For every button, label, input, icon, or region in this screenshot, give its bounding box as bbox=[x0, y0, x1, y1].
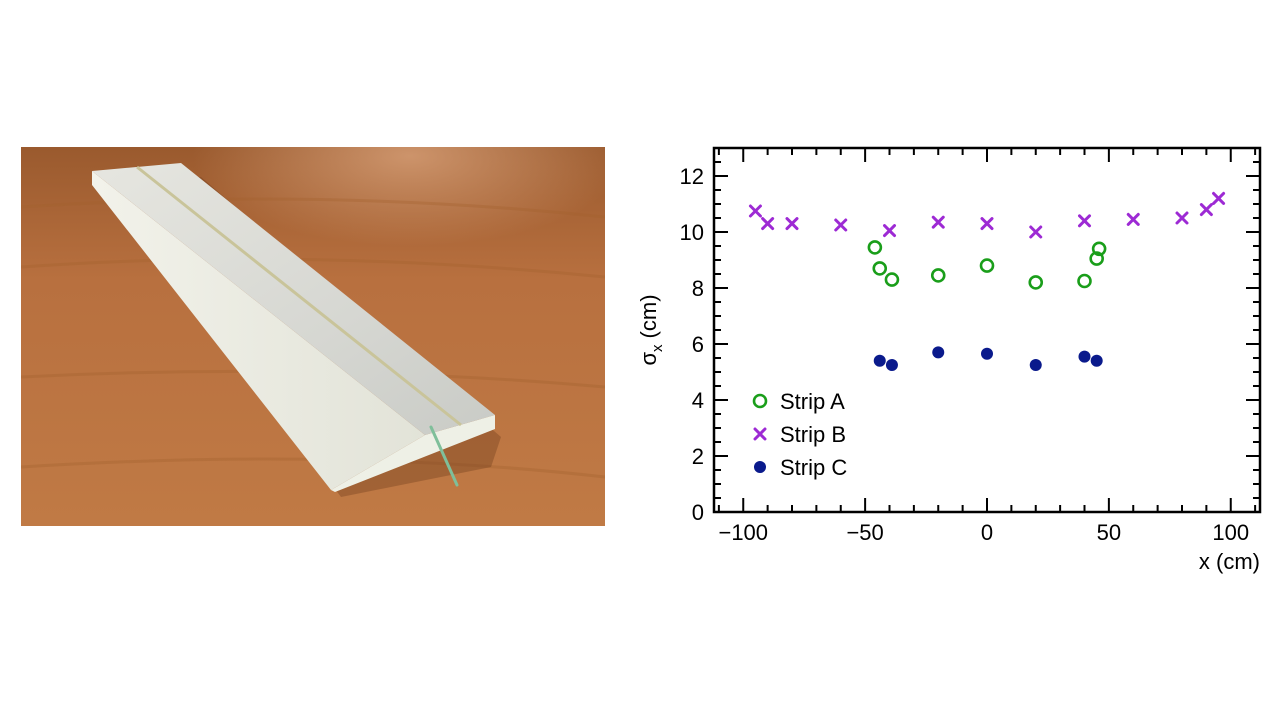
data-point-strip-a bbox=[1089, 251, 1104, 266]
wood-grain bbox=[21, 197, 605, 479]
data-point-strip-b bbox=[980, 217, 994, 231]
axis-ticks bbox=[714, 147, 1260, 513]
x-tick-label: −100 bbox=[718, 520, 768, 545]
strip-top-face bbox=[92, 163, 495, 435]
y-tick-label: 12 bbox=[680, 164, 704, 189]
data-point-strip-b bbox=[931, 215, 945, 229]
scintillator-photo-drawing bbox=[21, 147, 605, 526]
data-point-strip-a bbox=[1028, 275, 1044, 290]
data-point-strip-b bbox=[1175, 211, 1189, 225]
chart-panel: −100 −50 0 50 100 0 2 4 6 8 10 12 x (cm) σx (cm) Str… bbox=[620, 130, 1280, 590]
data-point-strip-b bbox=[1199, 203, 1213, 217]
x-tick-label: 0 bbox=[981, 520, 993, 545]
wavelength-shifting-fiber bbox=[429, 425, 459, 487]
y-tick-label: 4 bbox=[692, 388, 704, 413]
y-axis-label-subscript: x bbox=[649, 344, 666, 352]
y-tick-label: 2 bbox=[692, 444, 704, 469]
data-point-strip-a bbox=[867, 240, 883, 255]
data-point-strip-b bbox=[1126, 212, 1140, 226]
data-point-strip-a bbox=[979, 258, 995, 273]
data-point-strip-b bbox=[748, 204, 762, 218]
data-point-strip-b bbox=[785, 217, 799, 231]
y-axis-label-symbol: σ bbox=[636, 352, 661, 366]
sigma-x-chart: −100 −50 0 50 100 0 2 4 6 8 10 12 x (cm) σx (cm) Str… bbox=[636, 146, 1262, 574]
y-tick-label: 8 bbox=[692, 276, 704, 301]
data-point-strip-c bbox=[1090, 354, 1103, 367]
fiber-groove bbox=[136, 165, 462, 427]
y-tick-label: 0 bbox=[692, 500, 704, 525]
strip-end-face bbox=[331, 415, 495, 492]
data-markers bbox=[748, 191, 1226, 371]
data-point-strip-b bbox=[1078, 214, 1091, 228]
data-point-strip-a bbox=[884, 272, 900, 287]
y-tick-label: 6 bbox=[692, 332, 704, 357]
data-point-strip-b bbox=[1212, 191, 1226, 205]
data-point-strip-b bbox=[1029, 225, 1043, 239]
data-point-strip-c bbox=[873, 354, 886, 367]
legend-marker-strip-c bbox=[754, 461, 766, 473]
data-point-strip-a bbox=[1091, 241, 1107, 257]
data-point-strip-b bbox=[883, 224, 896, 238]
legend-label-strip-c: Strip C bbox=[780, 455, 847, 480]
y-tick-label: 10 bbox=[680, 220, 704, 245]
x-tick-label: 100 bbox=[1212, 520, 1249, 545]
data-point-strip-c bbox=[1029, 359, 1042, 371]
data-point-strip-a bbox=[1077, 273, 1092, 289]
axis-tick-labels: −100 −50 0 50 100 0 2 4 6 8 10 12 bbox=[680, 164, 1250, 545]
data-point-strip-a bbox=[872, 261, 888, 276]
x-axis-label: x (cm) bbox=[1199, 549, 1260, 574]
x-tick-label: 50 bbox=[1097, 520, 1121, 545]
x-tick-label: −50 bbox=[846, 520, 883, 545]
legend-label-strip-a: Strip A bbox=[780, 389, 845, 414]
legend-label-strip-b: Strip B bbox=[780, 422, 846, 447]
y-axis-label-unit: (cm) bbox=[636, 294, 661, 338]
data-point-strip-c bbox=[981, 347, 993, 360]
data-point-strip-a bbox=[930, 268, 946, 283]
legend-marker-strip-a bbox=[752, 393, 768, 409]
data-point-strip-c bbox=[932, 346, 945, 359]
data-point-strip-b bbox=[834, 218, 848, 232]
data-point-strip-b bbox=[761, 217, 775, 231]
legend-marker-strip-b bbox=[753, 427, 767, 441]
legend: Strip A Strip B Strip C bbox=[752, 389, 847, 480]
data-point-strip-c bbox=[885, 359, 898, 371]
data-point-strip-c bbox=[1078, 350, 1091, 363]
y-axis-label: σx (cm) bbox=[636, 294, 666, 365]
scintillator-photo bbox=[21, 147, 605, 526]
strip-side-face bbox=[92, 171, 425, 490]
